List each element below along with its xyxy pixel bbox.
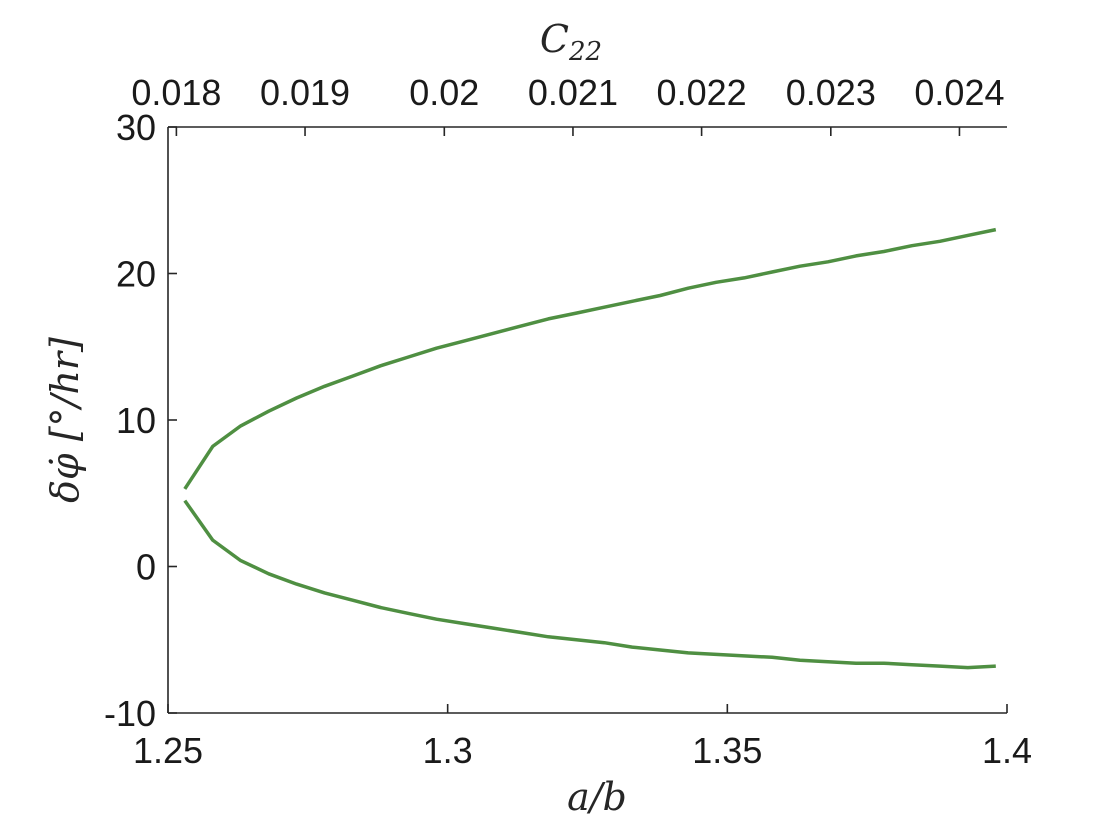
y-tick-label: 20 (116, 254, 156, 295)
top-axis-label: C22 (540, 17, 602, 67)
top-axis-label-main: C (540, 17, 569, 61)
x-tick-label: 1.4 (982, 730, 1032, 771)
x-tick-label: 1.25 (133, 730, 203, 771)
y-axis-label: δφ̇ [°/hr] (43, 337, 87, 503)
plot-lines (183, 227, 997, 670)
top-axis-label-subscript: 22 (568, 37, 602, 67)
top-tick-label: 0.024 (914, 72, 1004, 113)
y-tick-label: -10 (104, 693, 156, 734)
x-tick-label: 1.3 (423, 730, 473, 771)
y-tick-label: 30 (116, 107, 156, 148)
axes-frame (167, 126, 1007, 714)
series-upper-line (183, 227, 997, 490)
tick-labels: 1.25 1.3 1.35 1.4 -10 0 10 20 300.018 0.019 0.02 0.… (104, 72, 1032, 771)
y-tick-label: 0 (136, 547, 156, 588)
top-tick-label: 0.022 (657, 72, 747, 113)
y-tick-label: 10 (116, 400, 156, 441)
axis-ticks (167, 126, 1008, 714)
x-axis-label: a/b (567, 775, 627, 819)
x-tick-label: 1.35 (692, 730, 762, 771)
top-tick-label: 0.018 (131, 72, 221, 113)
top-tick-label: 0.019 (260, 72, 350, 113)
series-lower-line (183, 499, 996, 670)
top-tick-label: 0.021 (528, 72, 618, 113)
top-tick-label: 0.023 (786, 72, 876, 113)
top-tick-label: 0.02 (409, 72, 479, 113)
